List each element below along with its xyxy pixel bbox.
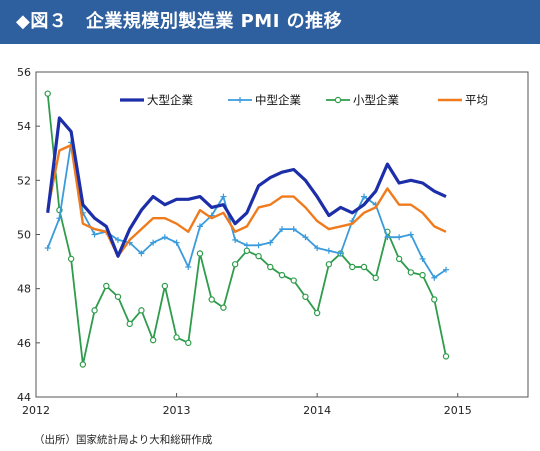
y-tick-label: 54	[17, 120, 31, 133]
legend-item-3: 小型企業	[326, 93, 399, 107]
data-point	[384, 234, 391, 241]
data-point	[91, 231, 98, 238]
data-point	[290, 277, 297, 284]
data-point	[56, 215, 63, 222]
data-point	[302, 234, 309, 241]
data-point	[325, 247, 332, 254]
data-point	[232, 236, 239, 243]
data-point	[196, 250, 204, 257]
legend-label: 大型企業	[147, 93, 193, 107]
data-point	[360, 263, 368, 271]
data-point	[114, 293, 122, 300]
data-point	[138, 250, 145, 257]
series-line	[46, 116, 447, 258]
data-point	[208, 296, 215, 303]
x-tick-label: 2012	[22, 404, 50, 417]
legend-marker	[334, 96, 342, 104]
data-point	[419, 255, 426, 262]
data-point	[91, 307, 98, 314]
legend-item-4: 平均	[438, 93, 488, 107]
legend-label: 中型企業	[255, 93, 301, 107]
data-point	[279, 226, 285, 233]
data-point	[103, 282, 110, 290]
data-point	[173, 334, 180, 341]
legend-label: 小型企業	[353, 93, 399, 107]
data-point	[138, 307, 145, 314]
x-tick-label: 2014	[303, 404, 331, 417]
y-tick-label: 56	[17, 66, 31, 79]
legend-label: 平均	[465, 93, 488, 107]
data-point	[67, 255, 75, 263]
data-point	[231, 261, 239, 268]
data-point	[443, 266, 449, 273]
data-point	[442, 353, 450, 360]
data-point	[396, 234, 403, 241]
data-point	[290, 226, 297, 233]
data-point	[407, 231, 414, 238]
data-point	[150, 239, 157, 246]
data-point	[220, 193, 227, 200]
data-point	[431, 274, 438, 281]
data-point	[126, 320, 133, 328]
data-point	[395, 255, 403, 263]
title-bar: ◆図３ 企業規模別製造業 PMI の推移	[0, 0, 540, 44]
data-point	[325, 261, 333, 268]
data-point	[431, 296, 438, 303]
data-point	[149, 336, 157, 344]
y-tick-label: 52	[17, 174, 31, 187]
data-point	[255, 242, 262, 249]
data-point	[220, 304, 227, 311]
source-note: （出所）国家統計局より大和総研作成	[34, 434, 213, 446]
data-point	[267, 263, 274, 271]
y-tick-label: 50	[17, 229, 31, 242]
data-point	[372, 274, 379, 282]
series-1	[46, 116, 447, 258]
chart-title: ◆図３ 企業規模別製造業 PMI の推移	[16, 11, 343, 32]
data-point	[243, 247, 251, 254]
data-point	[267, 239, 274, 246]
data-point	[302, 293, 309, 300]
data-point	[337, 250, 344, 257]
data-point	[243, 242, 250, 249]
y-tick-label: 46	[17, 337, 31, 350]
x-tick-label: 2015	[444, 404, 472, 417]
data-point	[361, 193, 367, 200]
data-point	[278, 271, 286, 279]
data-point	[255, 252, 262, 260]
data-point	[407, 269, 415, 276]
data-point	[44, 90, 51, 97]
data-point	[349, 263, 356, 271]
data-point	[161, 234, 168, 241]
y-tick-label: 44	[17, 391, 31, 404]
data-point	[314, 245, 321, 252]
x-tick-label: 2013	[163, 404, 191, 417]
data-point	[197, 223, 203, 230]
series-2	[44, 139, 449, 281]
data-point	[419, 271, 426, 279]
pmi-line-chart: 44 46 48 50 52 54 56 2012 2013 2014 2015 大型企業 中型企業 小…	[17, 66, 529, 417]
data-point	[44, 245, 51, 252]
data-point	[79, 361, 87, 368]
legend-item-1: 大型企業	[120, 93, 193, 107]
data-point	[115, 236, 121, 243]
data-point	[185, 339, 192, 347]
legend-item-2: 中型企業	[228, 93, 301, 107]
data-point	[161, 282, 169, 290]
y-tick-label: 48	[17, 283, 31, 296]
data-point	[185, 264, 192, 270]
data-point	[173, 239, 180, 246]
data-point	[313, 309, 321, 317]
